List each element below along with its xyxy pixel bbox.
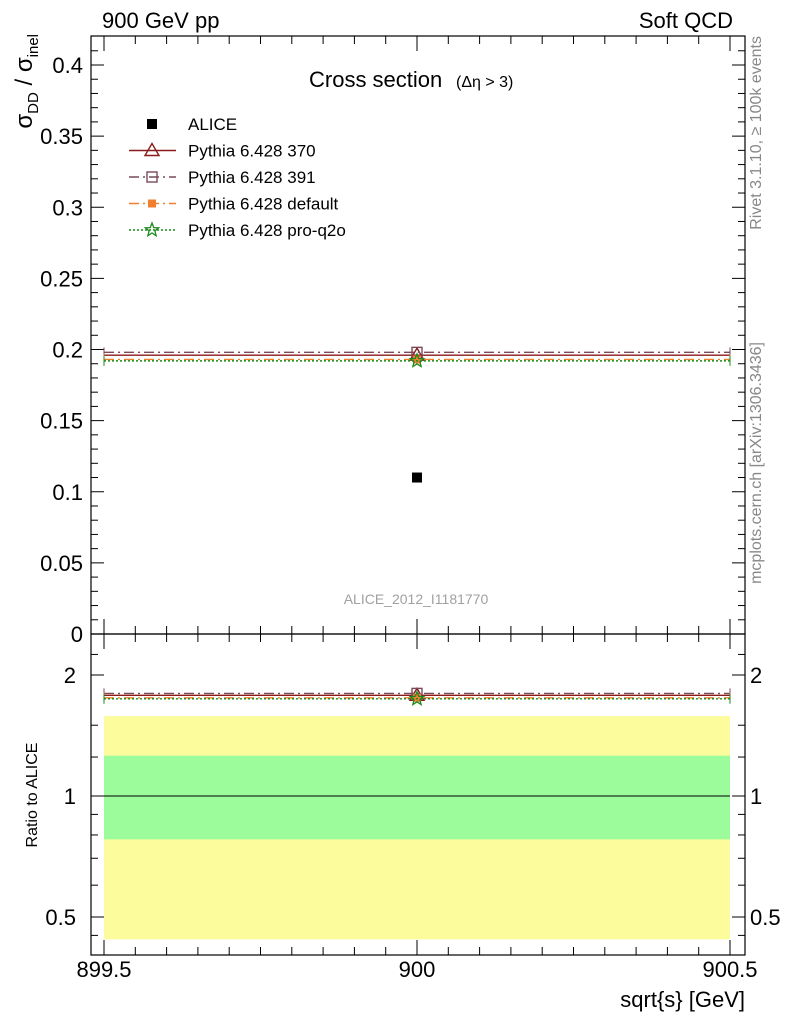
analysis-id-watermark: ALICE_2012_I1181770 (344, 591, 489, 607)
legend-marker-pythia-6-428-default (148, 199, 156, 208)
plot-title: Cross section (Δη > 3) (309, 67, 513, 92)
legend-marker-pythia-6-428-391 (146, 171, 158, 183)
ratio-panel-frame (90, 633, 746, 956)
legend: ALICE Pythia 6.428 370 Pythia 6.428 391 Pyt… (129, 115, 346, 240)
y-tick-label: 0 (71, 622, 83, 647)
legend-label-pythia-6-428-370: Pythia 6.428 370 (188, 142, 316, 161)
y-axis-slash: / (11, 72, 38, 92)
ratio-y-tick-label: 0.5 (45, 905, 76, 930)
x-axis-label: sqrt{s} [GeV] (620, 987, 745, 1012)
y-tick-label: 0.35 (40, 124, 83, 149)
ratio-inner-uncertainty-band (104, 755, 730, 840)
y-tick-label: 0.2 (52, 338, 83, 363)
legend-label-pythia-6-428-pro-q2o: Pythia 6.428 pro-q2o (188, 221, 346, 240)
y-tick-label: 0.4 (52, 53, 83, 78)
y-tick-label: 0.25 (40, 266, 83, 291)
plot-title-main: Cross section (309, 67, 442, 92)
ratio-point-pythia-6-428-default (413, 693, 421, 702)
legend-marker-pythia-6-428-pro-q2o (143, 221, 161, 238)
ratio-y-tick-label: 2 (64, 663, 76, 688)
mcplots-reference-label: mcplots.cern.ch [arXiv:1306.3436] (748, 342, 765, 584)
series-point-pythia-6-428-default (413, 355, 421, 364)
main-panel: 0 0.05 0.1 0.15 0.2 0.25 0.3 0.35 0.4 (40, 35, 746, 647)
y-axis-sub-den: inel (25, 34, 42, 57)
y-axis-sigma-num: σ (11, 114, 38, 129)
legend-label-pythia-6-428-default: Pythia 6.428 default (188, 195, 339, 214)
series-point-alice (412, 472, 422, 483)
rivet-version-label: Rivet 3.1.10, ≥ 100k events (748, 36, 765, 230)
header-energy-label: 900 GeV pp (102, 8, 219, 33)
legend-marker-alice (147, 119, 157, 129)
ratio-point-pythia-6-428-pro-q2o (408, 690, 426, 706)
y-tick-label: 0.1 (52, 480, 83, 505)
legend-label-alice: ALICE (188, 115, 237, 134)
header-process-label: Soft QCD (639, 8, 733, 33)
legend-marker-pythia-6-428-370 (143, 142, 161, 157)
y-tick-label: 0.05 (40, 551, 83, 576)
x-tick-label: 900 (399, 957, 436, 982)
series-point-pythia-6-428-pro-q2o (408, 352, 426, 368)
plot-title-sub: (Δη > 3) (456, 74, 513, 91)
y-tick-label: 0.3 (52, 195, 83, 220)
ratio-y-tick-label-right: 0.5 (750, 905, 781, 930)
ratio-y-tick-label: 1 (64, 784, 76, 809)
y-tick-label: 0.15 (40, 409, 83, 434)
y-axis-sub-num: DD (25, 92, 42, 114)
y-axis-sigma-den: σ (11, 57, 38, 72)
ratio-panel: 899.5 900 900.5 0.5 0.5 1 1 2 2 (45, 633, 781, 982)
ratio-y-tick-label-right: 2 (750, 663, 762, 688)
legend-label-pythia-6-428-391: Pythia 6.428 391 (188, 168, 316, 187)
x-tick-label: 899.5 (76, 957, 131, 982)
ratio-y-tick-label-right: 1 (750, 784, 762, 809)
ratio-y-axis-label: Ratio to ALICE (24, 743, 41, 848)
y-axis-label: σDD / σinel (11, 34, 42, 129)
x-tick-label: 900.5 (702, 957, 757, 982)
